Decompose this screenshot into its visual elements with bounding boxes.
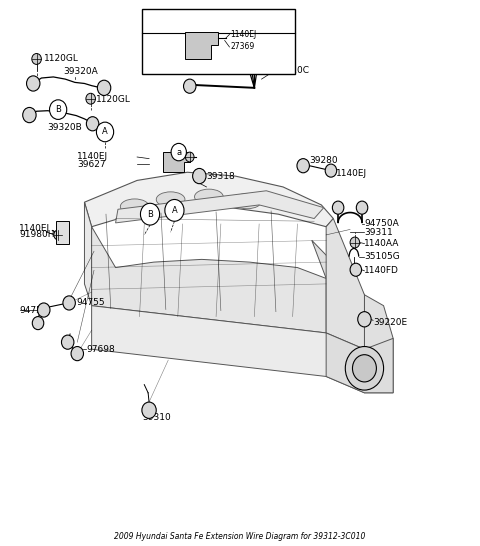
- Text: 27369: 27369: [230, 43, 255, 51]
- Text: 1140EJ: 1140EJ: [19, 224, 50, 233]
- Text: 1140EJ: 1140EJ: [230, 30, 257, 39]
- Text: a: a: [153, 16, 158, 25]
- Circle shape: [26, 76, 40, 91]
- Circle shape: [185, 152, 194, 162]
- Circle shape: [142, 402, 156, 418]
- Circle shape: [63, 296, 75, 310]
- Circle shape: [332, 201, 344, 214]
- Circle shape: [32, 54, 41, 64]
- Text: 39310: 39310: [142, 413, 170, 422]
- Polygon shape: [84, 172, 333, 227]
- Circle shape: [183, 79, 196, 93]
- Text: B: B: [55, 105, 61, 114]
- Text: 94750A: 94750A: [364, 219, 399, 228]
- Polygon shape: [92, 227, 326, 333]
- Circle shape: [165, 199, 184, 221]
- Circle shape: [350, 263, 361, 276]
- Circle shape: [141, 203, 159, 225]
- Polygon shape: [57, 221, 70, 244]
- Ellipse shape: [120, 199, 149, 214]
- Text: 39610C: 39610C: [275, 66, 310, 75]
- Text: 39280: 39280: [310, 156, 338, 165]
- Text: 94755: 94755: [76, 298, 105, 307]
- Circle shape: [61, 335, 74, 349]
- Circle shape: [32, 317, 44, 330]
- Text: 1120GL: 1120GL: [44, 55, 79, 63]
- Text: 39627: 39627: [77, 159, 106, 169]
- Circle shape: [297, 159, 310, 173]
- Bar: [142, 9, 295, 74]
- Circle shape: [253, 33, 265, 46]
- Text: 1120GL: 1120GL: [96, 95, 132, 104]
- Circle shape: [345, 347, 384, 390]
- Circle shape: [234, 35, 246, 49]
- Polygon shape: [312, 240, 393, 393]
- Circle shape: [49, 100, 67, 120]
- Text: B: B: [147, 210, 153, 219]
- Text: 1140AA: 1140AA: [364, 239, 400, 248]
- Text: A: A: [171, 206, 177, 215]
- Text: 39220E: 39220E: [373, 318, 407, 327]
- Circle shape: [37, 303, 50, 317]
- Polygon shape: [163, 152, 190, 172]
- Polygon shape: [84, 202, 92, 306]
- Polygon shape: [326, 218, 364, 349]
- Circle shape: [358, 312, 371, 327]
- Text: 1140EJ: 1140EJ: [77, 152, 108, 162]
- Polygon shape: [116, 191, 324, 223]
- Polygon shape: [185, 32, 218, 59]
- Text: 97698: 97698: [86, 345, 115, 354]
- Text: 2009 Hyundai Santa Fe Extension Wire Diagram for 39312-3C010: 2009 Hyundai Santa Fe Extension Wire Dia…: [114, 532, 366, 541]
- Text: A: A: [102, 127, 108, 136]
- Ellipse shape: [233, 193, 262, 209]
- Circle shape: [244, 33, 255, 46]
- Text: a: a: [176, 147, 181, 157]
- Text: 91980H: 91980H: [19, 230, 54, 239]
- Text: 1140EJ: 1140EJ: [336, 169, 367, 178]
- Text: 39320B: 39320B: [48, 123, 83, 132]
- Circle shape: [325, 164, 336, 177]
- Circle shape: [23, 108, 36, 123]
- Circle shape: [350, 237, 360, 248]
- Text: 39311: 39311: [364, 228, 393, 236]
- Ellipse shape: [156, 192, 185, 207]
- Circle shape: [71, 347, 84, 361]
- Circle shape: [96, 122, 114, 142]
- Circle shape: [97, 80, 111, 96]
- Circle shape: [192, 168, 206, 183]
- Text: 94750: 94750: [20, 306, 48, 314]
- Circle shape: [221, 33, 230, 43]
- Circle shape: [86, 93, 96, 104]
- Circle shape: [148, 12, 163, 29]
- Polygon shape: [326, 333, 393, 393]
- Text: 1140FD: 1140FD: [364, 266, 399, 275]
- Circle shape: [171, 144, 186, 161]
- Polygon shape: [92, 306, 364, 393]
- Circle shape: [356, 201, 368, 214]
- Text: 39318: 39318: [206, 171, 235, 181]
- Ellipse shape: [194, 189, 223, 204]
- Circle shape: [263, 35, 275, 49]
- Circle shape: [54, 230, 62, 240]
- Circle shape: [86, 117, 99, 131]
- Text: 39320A: 39320A: [63, 67, 97, 76]
- Circle shape: [352, 355, 376, 382]
- Text: 35105G: 35105G: [364, 252, 400, 261]
